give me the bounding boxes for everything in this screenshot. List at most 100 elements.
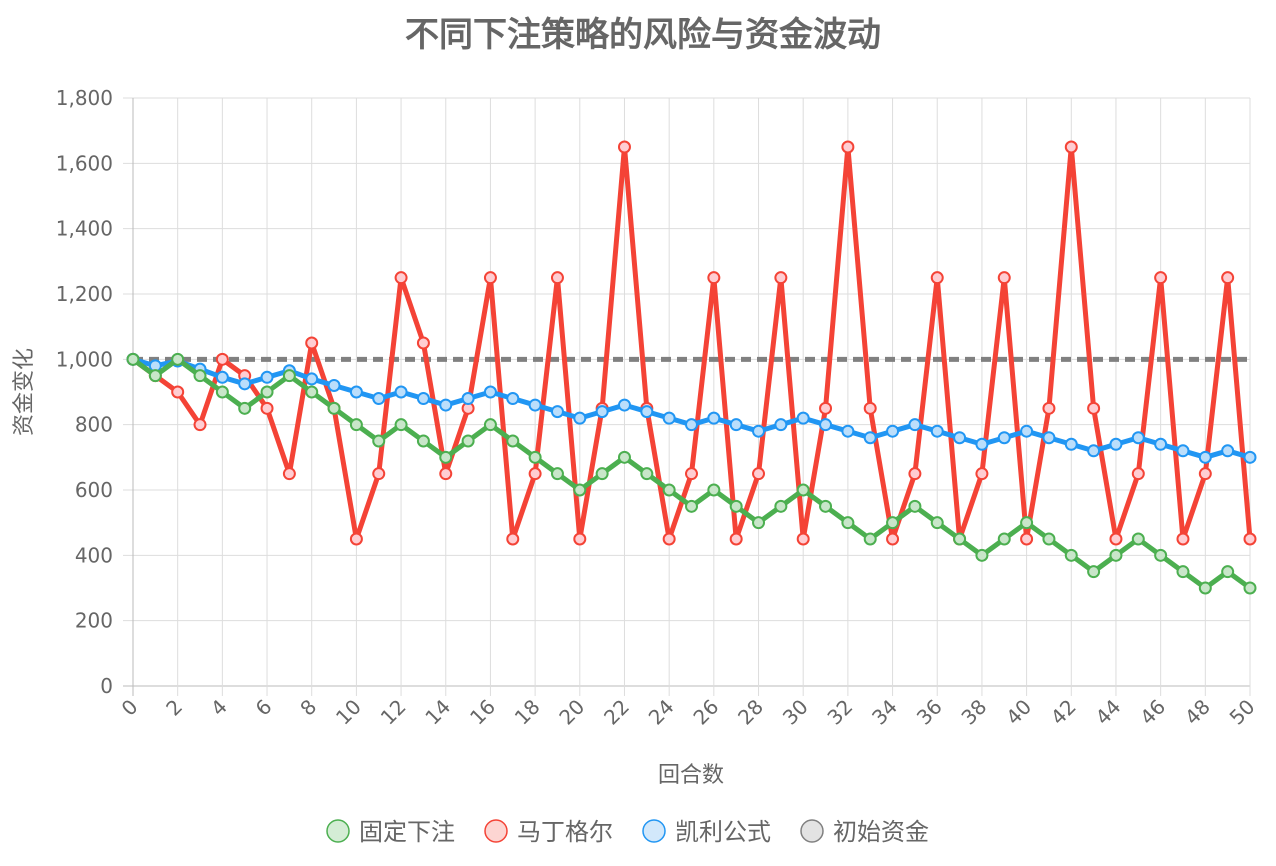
data-point[interactable] (483, 271, 497, 285)
data-point[interactable] (886, 424, 900, 438)
data-point[interactable] (662, 483, 676, 497)
data-point[interactable] (1131, 467, 1145, 481)
data-point[interactable] (215, 352, 229, 366)
data-point[interactable] (171, 352, 185, 366)
data-point[interactable] (1131, 431, 1145, 445)
data-point[interactable] (394, 385, 408, 399)
data-point[interactable] (774, 499, 788, 513)
data-point[interactable] (1087, 565, 1101, 579)
data-point[interactable] (774, 271, 788, 285)
data-point[interactable] (483, 385, 497, 399)
data-point[interactable] (483, 418, 497, 432)
data-point[interactable] (1109, 548, 1123, 562)
data-point[interactable] (528, 398, 542, 412)
data-point[interactable] (148, 369, 162, 383)
data-point[interactable] (1020, 424, 1034, 438)
data-point[interactable] (729, 532, 743, 546)
data-point[interactable] (1154, 271, 1168, 285)
data-point[interactable] (1020, 516, 1034, 530)
data-point[interactable] (327, 401, 341, 415)
data-point[interactable] (640, 405, 654, 419)
data-point[interactable] (1176, 444, 1190, 458)
data-point[interactable] (662, 411, 676, 425)
data-point[interactable] (550, 405, 564, 419)
data-point[interactable] (819, 418, 833, 432)
data-point[interactable] (617, 450, 631, 464)
data-point[interactable] (886, 516, 900, 530)
data-point[interactable] (193, 369, 207, 383)
data-point[interactable] (416, 434, 430, 448)
data-point[interactable] (305, 336, 319, 350)
data-point[interactable] (439, 398, 453, 412)
data-point[interactable] (997, 431, 1011, 445)
data-point[interactable] (305, 372, 319, 386)
data-point[interactable] (1064, 437, 1078, 451)
data-point[interactable] (238, 377, 252, 391)
data-point[interactable] (394, 418, 408, 432)
data-point[interactable] (193, 418, 207, 432)
data-point[interactable] (461, 434, 475, 448)
data-point[interactable] (1064, 140, 1078, 154)
data-point[interactable] (685, 467, 698, 481)
data-point[interactable] (975, 437, 989, 451)
data-point[interactable] (573, 411, 587, 425)
data-point[interactable] (171, 385, 185, 399)
data-point[interactable] (1042, 431, 1056, 445)
data-point[interactable] (595, 467, 609, 481)
data-point[interactable] (1154, 437, 1168, 451)
data-point[interactable] (550, 467, 564, 481)
data-point[interactable] (327, 378, 341, 392)
data-point[interactable] (752, 516, 766, 530)
data-point[interactable] (908, 467, 922, 481)
data-point[interactable] (238, 401, 252, 415)
data-point[interactable] (1109, 437, 1123, 451)
data-point[interactable] (394, 271, 408, 285)
data-point[interactable] (685, 499, 698, 513)
data-point[interactable] (461, 392, 475, 406)
data-point[interactable] (550, 271, 564, 285)
data-point[interactable] (260, 401, 274, 415)
data-point[interactable] (1243, 532, 1257, 546)
data-point[interactable] (305, 385, 319, 399)
data-point[interactable] (1198, 581, 1212, 595)
data-point[interactable] (997, 532, 1011, 546)
data-point[interactable] (841, 140, 855, 154)
data-point[interactable] (930, 516, 944, 530)
data-point[interactable] (1221, 271, 1235, 285)
data-point[interactable] (752, 467, 766, 481)
data-point[interactable] (595, 405, 609, 419)
data-point[interactable] (573, 532, 587, 546)
data-point[interactable] (528, 450, 542, 464)
legend-item[interactable]: 凯利公式 (642, 818, 771, 846)
data-point[interactable] (1109, 532, 1123, 546)
data-point[interactable] (215, 370, 229, 384)
data-point[interactable] (372, 467, 386, 481)
data-point[interactable] (1176, 532, 1190, 546)
data-point[interactable] (997, 271, 1011, 285)
data-point[interactable] (506, 532, 520, 546)
data-point[interactable] (930, 271, 944, 285)
data-point[interactable] (796, 483, 810, 497)
data-point[interactable] (1198, 450, 1212, 464)
data-point[interactable] (975, 548, 989, 562)
data-point[interactable] (1020, 532, 1034, 546)
legend-item[interactable]: 固定下注 (326, 818, 455, 846)
data-point[interactable] (439, 450, 453, 464)
data-point[interactable] (841, 516, 855, 530)
data-point[interactable] (1064, 548, 1078, 562)
data-point[interactable] (372, 392, 386, 406)
data-point[interactable] (930, 424, 944, 438)
data-point[interactable] (617, 140, 631, 154)
data-point[interactable] (908, 499, 922, 513)
data-point[interactable] (1042, 401, 1056, 415)
data-point[interactable] (707, 271, 721, 285)
data-point[interactable] (729, 499, 743, 513)
data-point[interactable] (1087, 401, 1101, 415)
data-point[interactable] (372, 434, 386, 448)
data-point[interactable] (1221, 565, 1235, 579)
data-point[interactable] (1243, 450, 1257, 464)
data-point[interactable] (1042, 532, 1056, 546)
data-point[interactable] (729, 418, 743, 432)
data-point[interactable] (528, 467, 542, 481)
data-point[interactable] (439, 467, 453, 481)
